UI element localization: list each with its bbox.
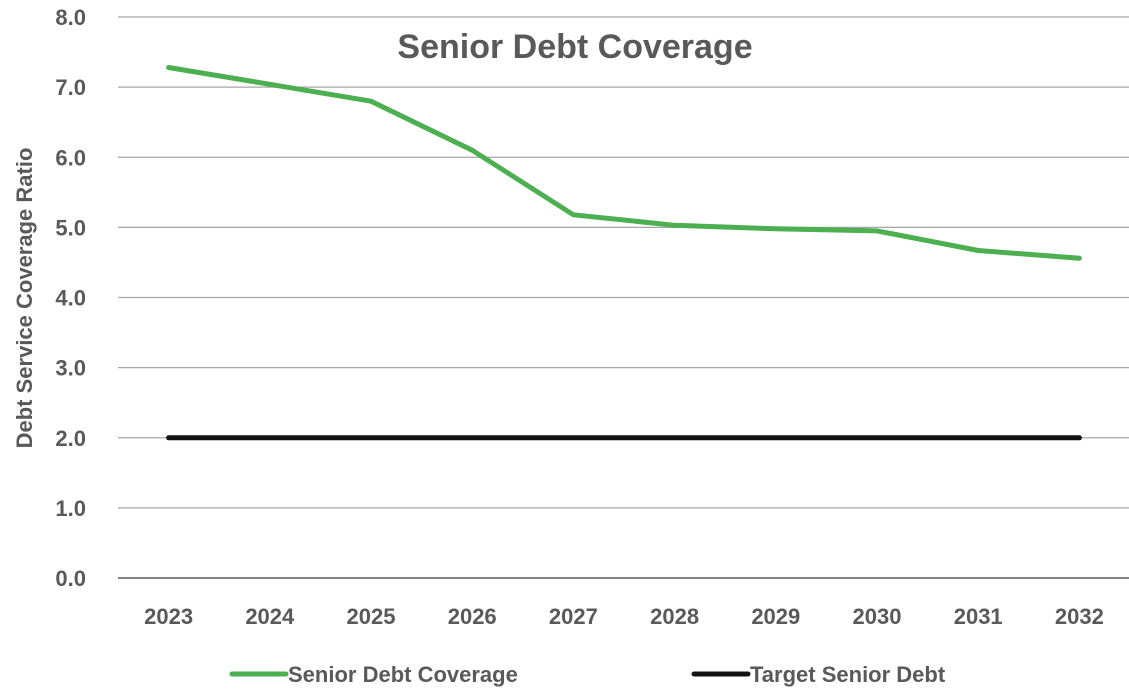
- legend-label: Target Senior Debt: [750, 662, 946, 687]
- x-tick-label: 2026: [448, 604, 497, 629]
- y-tick-label: 3.0: [55, 356, 86, 381]
- x-tick-label: 2027: [549, 604, 598, 629]
- y-tick-label: 2.0: [55, 426, 86, 451]
- x-tick-label: 2028: [650, 604, 699, 629]
- y-tick-label: 5.0: [55, 215, 86, 240]
- x-tick-label: 2032: [1055, 604, 1104, 629]
- y-tick-label: 8.0: [55, 5, 86, 30]
- gridlines: [118, 16, 1129, 579]
- y-tick-label: 4.0: [55, 286, 86, 311]
- x-tick-label: 2024: [245, 604, 295, 629]
- x-tick-label: 2025: [347, 604, 396, 629]
- y-tick-label: 6.0: [55, 145, 86, 170]
- x-tick-label: 2023: [144, 604, 193, 629]
- y-axis-title: Debt Service Coverage Ratio: [12, 148, 37, 449]
- legend: Senior Debt Coverage Target Senior Debt: [229, 662, 946, 687]
- axes: 0.0 1.0 2.0 3.0 4.0 5.0 6.0 7.0 8.0 2023 2024 2025 2…: [55, 5, 1103, 629]
- series-lines: [166, 65, 1082, 441]
- y-tick-label: 1.0: [55, 496, 86, 521]
- chart-title: Senior Debt Coverage: [397, 28, 752, 66]
- legend-label: Senior Debt Coverage: [288, 662, 518, 687]
- y-tick-label: 0.0: [55, 566, 86, 591]
- x-tick-label: 2029: [751, 604, 800, 629]
- x-tick-label: 2030: [853, 604, 902, 629]
- x-tick-label: 2031: [954, 604, 1003, 629]
- y-tick-label: 7.0: [55, 75, 86, 100]
- series-line-senior-debt-coverage: [166, 65, 1082, 261]
